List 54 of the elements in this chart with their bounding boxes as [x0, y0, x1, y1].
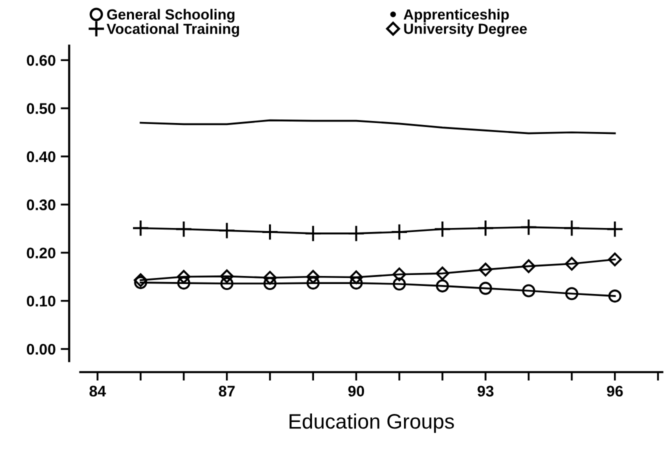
legend-label: Apprenticeship	[404, 8, 509, 22]
point	[306, 276, 320, 290]
point	[392, 268, 406, 282]
point	[476, 220, 494, 237]
point	[177, 276, 190, 290]
point	[478, 262, 492, 276]
point	[436, 266, 450, 280]
x-tick-label: 93	[478, 386, 494, 397]
point	[520, 218, 538, 236]
point	[392, 277, 406, 291]
y-tick-label: 0.60	[26, 55, 56, 66]
x-axis-title: Education Groups	[290, 413, 454, 433]
point	[134, 273, 148, 288]
x-tick-label: 84	[90, 386, 106, 397]
x-tick-label: 96	[606, 386, 623, 397]
point	[608, 290, 622, 303]
point	[348, 224, 365, 242]
point	[220, 276, 234, 290]
legend-label: Vocational Training	[106, 23, 239, 37]
point	[563, 220, 580, 237]
point	[218, 222, 236, 240]
point	[565, 287, 578, 300]
point	[220, 269, 234, 284]
y-tick-label: 0.00	[26, 344, 56, 355]
point	[263, 270, 277, 285]
legend-label: General Schooling	[107, 8, 234, 23]
point	[261, 223, 279, 241]
line-series	[140, 119, 616, 134]
point	[304, 224, 322, 242]
point	[436, 279, 449, 292]
point	[176, 270, 191, 284]
x-tick-label: 90	[348, 386, 364, 397]
point	[522, 284, 536, 298]
x-tick-label: 87	[218, 386, 235, 397]
point	[390, 223, 408, 241]
point	[564, 256, 579, 271]
y-tick-label: 0.50	[26, 103, 56, 114]
point	[608, 252, 622, 266]
point	[175, 220, 192, 238]
y-tick-label: 0.40	[26, 151, 56, 162]
y-tick-label: 0.10	[26, 296, 56, 307]
point	[134, 276, 148, 290]
point	[350, 276, 363, 290]
legend-label: University Degree	[404, 23, 527, 37]
point	[263, 276, 277, 290]
point	[132, 220, 150, 237]
point	[434, 220, 452, 238]
y-tick-label: 0.30	[26, 199, 56, 210]
point	[479, 282, 492, 295]
point	[306, 270, 320, 284]
point	[349, 270, 364, 284]
y-tick-label: 0.20	[26, 248, 56, 258]
point	[606, 220, 624, 238]
point	[522, 259, 536, 274]
